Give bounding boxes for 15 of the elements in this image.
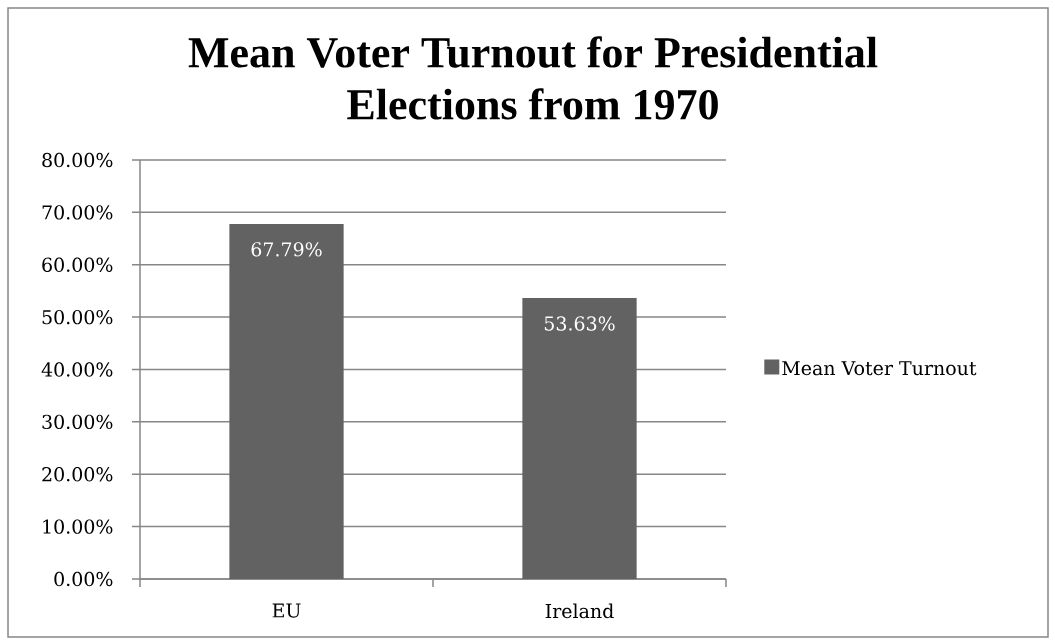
y-tick-label: 80.00% — [42, 152, 113, 168]
x-tick-label: Ireland — [545, 603, 614, 619]
y-tick-label: 30.00% — [42, 414, 113, 430]
y-tick-label: 40.00% — [41, 362, 113, 377]
x-tick-label: EU — [272, 603, 301, 618]
y-tick-label: 60.00% — [42, 257, 113, 272]
y-tick-label: 0.00% — [54, 571, 113, 587]
data-label: 67.79% — [251, 242, 322, 257]
y-tick-label: 10.00% — [43, 519, 113, 534]
legend-label: Mean Voter Turnout — [782, 361, 977, 376]
y-tick-label: 50.00% — [42, 309, 113, 325]
data-label: 53.63% — [544, 316, 615, 331]
y-tick-label: 20.00% — [42, 467, 113, 482]
chart-title: Mean Voter Turnout for Presidential Elections from 1970 — [188, 36, 878, 120]
y-tick-label: 70.00% — [42, 205, 113, 220]
